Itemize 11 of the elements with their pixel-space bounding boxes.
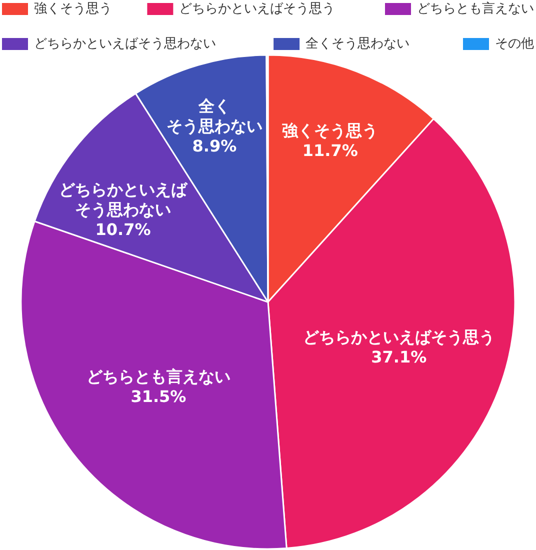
legend-label: どちらとも言えない bbox=[417, 0, 534, 16]
legend-label: どちらかといえばそう思う bbox=[179, 2, 336, 16]
data-label: どちらかといえばそう思わない 10.7% bbox=[58, 180, 188, 239]
legend-label: 全くそう思わない bbox=[306, 36, 410, 52]
data-label: 全くそう思わない 8.9% bbox=[166, 96, 262, 156]
data-label: どちらとも言えない 31.5% bbox=[86, 366, 230, 406]
legend-label: どちらかといえばそう思わない bbox=[34, 36, 216, 52]
legend-label: その他 bbox=[495, 36, 534, 52]
legend-label: 強くそう思う bbox=[34, 2, 112, 16]
data-label: 強くそう思う 11.7% bbox=[282, 121, 378, 160]
data-label: どちらかといえばそう思う 37.1% bbox=[302, 327, 495, 366]
